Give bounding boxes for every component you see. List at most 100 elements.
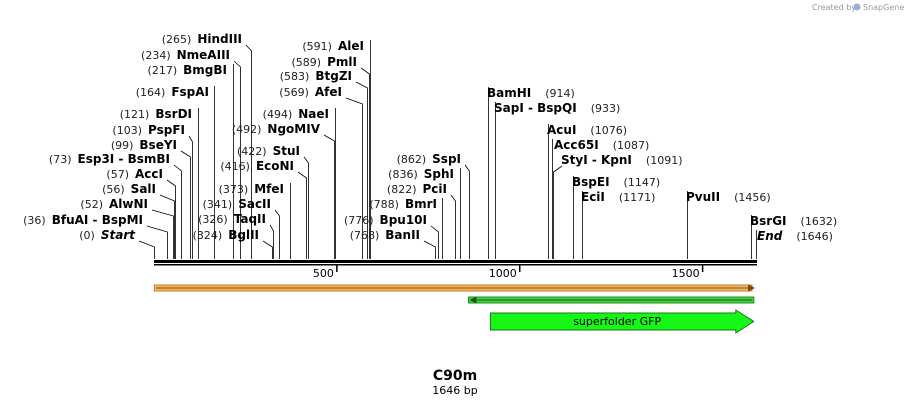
site-position: (1087) (613, 139, 650, 152)
site-leader-line (180, 150, 191, 259)
site-position: (933) (591, 102, 621, 115)
site-leader-line (138, 240, 155, 259)
site-taqii[interactable]: TaqII (326) (198, 212, 274, 259)
site-leader-line (360, 67, 370, 259)
site-position: (822) (387, 183, 417, 196)
site-leader-line (345, 97, 363, 259)
site-bfuai-bspmi[interactable]: BfuAI - BspMI (36) (23, 213, 168, 259)
site-nmeaiii[interactable]: NmeAIII (234) (141, 48, 241, 259)
green-feature[interactable] (468, 296, 755, 304)
ruler-tick-1000 (518, 265, 521, 272)
site-name: NmeAIII (177, 48, 230, 62)
backbone-top-line (154, 260, 757, 263)
site-position: (0) (79, 229, 95, 242)
site-name: NaeI (298, 107, 329, 121)
site-bseyi[interactable]: BseYI (99) (111, 138, 191, 259)
site-pspfi[interactable]: PspFI (103) (112, 123, 193, 259)
superfolder-gfp-arrow (489, 309, 755, 334)
site-sali[interactable]: SalI (56) (102, 182, 175, 259)
site-leader-line (464, 164, 470, 259)
orange-feature-arrowhead (748, 284, 755, 292)
site-bglii[interactable]: BglII (324) (193, 228, 273, 259)
site-pvuii[interactable]: PvuII (1456) (686, 190, 771, 259)
site-bsrdi[interactable]: BsrDI (121) (120, 107, 199, 259)
site-banii[interactable]: BanII (768) (350, 228, 436, 259)
site-leader-line (297, 171, 307, 259)
site-name: MfeI (254, 182, 284, 196)
site-position: (1632) (801, 215, 838, 228)
site-name: SapI - BspQI (494, 101, 577, 115)
site-end[interactable]: End (1646) (756, 229, 833, 259)
site-sacii[interactable]: SacII (341) (203, 197, 280, 259)
site-name: AleI (338, 39, 364, 53)
site-acui[interactable]: AcuI (1076) (547, 123, 627, 259)
site-econi[interactable]: EcoNI (416) (220, 159, 307, 259)
site-bspei[interactable]: BspEI (1147) (572, 175, 660, 259)
site-stui[interactable]: StuI (422) (237, 144, 309, 259)
site-name: SphI (424, 167, 454, 181)
site-pcii[interactable]: PciI (822) (387, 182, 456, 259)
site-styi-kpni[interactable]: StyI - KpnI (1091) (553, 153, 683, 259)
site-position: (788) (369, 198, 399, 211)
site-bamhi[interactable]: BamHI (914) (487, 86, 575, 259)
site-afei[interactable]: AfeI (569) (279, 85, 363, 259)
site-bmri[interactable]: BmrI (788) (369, 197, 443, 259)
site-alei[interactable]: AleI (591) (302, 39, 371, 259)
site-hindiii[interactable]: HindIII (265) (162, 32, 252, 259)
site-position: (121) (120, 108, 150, 121)
superfolder-gfp-label: superfolder GFP (573, 315, 661, 328)
site-name: AccI (135, 167, 163, 181)
superfolder-gfp-feature[interactable]: superfolder GFP (489, 309, 755, 334)
site-sapi-bspqi[interactable]: SapI - BspQI (933) (494, 101, 620, 259)
site-position: (494) (263, 108, 293, 121)
site-name: Start (101, 228, 136, 242)
site-leader-line (269, 224, 274, 259)
site-bpu10i[interactable]: Bpu10I (776) (344, 213, 439, 259)
site-name: Esp3I - BsmBI (78, 152, 170, 166)
site-name: End (757, 229, 783, 243)
site-ecii[interactable]: EciI (1171) (581, 190, 655, 259)
site-acc65i[interactable]: Acc65I (1087) (552, 138, 650, 259)
site-bmgbi[interactable]: BmgBI (217) (148, 63, 234, 259)
site-position: (776) (344, 214, 374, 227)
site-name: BanII (385, 228, 420, 242)
site-esp3i-bsmbi[interactable]: Esp3I - BsmBI (73) (49, 152, 182, 259)
site-name: EcoNI (256, 159, 294, 173)
site-name: BglII (228, 228, 259, 242)
site-leader-line (430, 225, 439, 259)
site-leader-line (245, 44, 252, 259)
site-name: BsrDI (155, 107, 192, 121)
site-sspi[interactable]: SspI (862) (397, 152, 470, 259)
site-name: SacII (238, 197, 271, 211)
site-name: SspI (432, 152, 461, 166)
site-name: PvuII (686, 190, 720, 204)
ruler-tick-label: 1000 (489, 267, 517, 280)
site-btgzi[interactable]: BtgZI (583) (280, 69, 368, 259)
site-position: (1147) (624, 176, 661, 189)
site-position: (373) (219, 183, 249, 196)
site-bsrgi[interactable]: BsrGI (1632) (750, 214, 837, 259)
site-position: (1076) (590, 124, 627, 137)
credit: Created by SnapGene (812, 3, 904, 12)
site-position: (862) (397, 153, 427, 166)
credit-brand: SnapGene (863, 3, 904, 12)
site-name: PmlI (327, 55, 357, 69)
site-alwni[interactable]: AlwNI (52) (80, 197, 174, 259)
site-name: TaqII (234, 212, 266, 226)
site-name: Bpu10I (380, 213, 427, 227)
site-position: (914) (545, 87, 575, 100)
sequence-name: C90m (433, 368, 477, 384)
site-sphi[interactable]: SphI (836) (388, 167, 461, 259)
site-start[interactable]: Start (0) (79, 228, 155, 259)
site-fspai[interactable]: FspAI (164) (136, 85, 215, 259)
site-mfei[interactable]: MfeI (373) (219, 182, 291, 259)
site-acci[interactable]: AccI (57) (106, 167, 176, 259)
site-pmli[interactable]: PmlI (589) (292, 55, 370, 259)
orange-feature[interactable] (153, 284, 755, 292)
site-leader-line (173, 164, 182, 259)
site-naei[interactable]: NaeI (494) (263, 107, 336, 259)
site-ngomiv[interactable]: NgoMIV (492) (232, 122, 335, 259)
site-leader-line (303, 156, 309, 259)
site-name: StuI (273, 144, 300, 158)
ruler-tick-label: 500 (313, 267, 334, 280)
